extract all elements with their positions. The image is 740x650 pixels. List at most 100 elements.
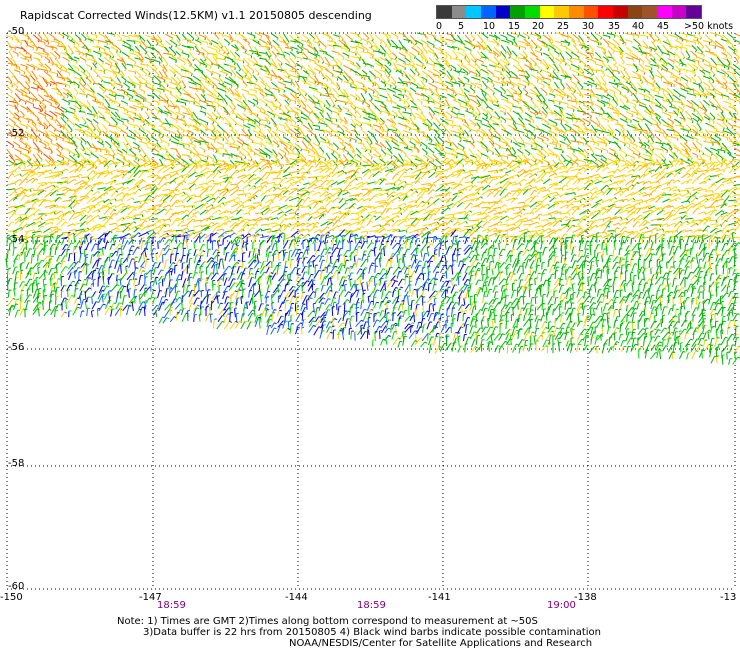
wind-barb: [228, 33, 234, 41]
wind-barb-tick: [337, 87, 341, 91]
wind-barb: [481, 68, 489, 74]
wind-barb: [703, 69, 711, 74]
wind-barb: [369, 146, 377, 149]
wind-barb: [18, 68, 26, 73]
wind-barb: [18, 80, 26, 89]
wind-barb-tick: [384, 84, 387, 88]
wind-barb: [230, 39, 238, 42]
wind-barb: [313, 57, 320, 61]
wind-barb-tick: [388, 45, 392, 48]
wind-barb: [254, 68, 260, 74]
wind-barb: [372, 124, 381, 128]
wind-barb-tick: [143, 91, 146, 95]
wind-barb-tick: [149, 60, 153, 64]
wind-barb: [25, 50, 32, 56]
wind-barb: [211, 39, 219, 45]
wind-barb: [181, 75, 192, 79]
wind-barb-tick: [513, 37, 516, 41]
wind-barb-tick: [125, 148, 129, 151]
wind-barb-tick: [726, 137, 729, 141]
wind-barb-tick: [404, 56, 406, 60]
wind-barb: [601, 117, 609, 121]
wind-barb: [579, 136, 588, 142]
wind-barb: [50, 62, 58, 66]
wind-barb-tick: [485, 113, 489, 116]
wind-barb-tick: [68, 102, 70, 106]
legend-swatch-17: [686, 6, 702, 18]
wind-barb: [601, 87, 609, 95]
wind-barb-tick: [600, 42, 602, 46]
wind-barb-tick: [228, 156, 231, 159]
wind-barb: [67, 118, 75, 126]
wind-barb-tick: [648, 97, 651, 101]
wind-barb: [62, 56, 70, 62]
wind-barb: [290, 40, 300, 43]
wind-barb-tick: [592, 142, 596, 146]
wind-barb: [229, 50, 237, 59]
wind-barb: [384, 82, 392, 86]
wind-barb: [306, 135, 312, 141]
wind-barb-tick: [74, 109, 76, 113]
wind-barb-tick: [678, 72, 681, 76]
wind-barb: [147, 94, 154, 97]
wind-barb: [283, 80, 292, 84]
wind-barb: [402, 81, 411, 84]
wind-barb: [543, 80, 551, 86]
wind-barb-tick: [568, 143, 571, 146]
wind-barb-tick: [148, 140, 151, 143]
wind-barb-tick: [547, 138, 549, 142]
wind-barb-tick: [29, 158, 32, 162]
wind-barb: [445, 86, 455, 92]
wind-barb: [555, 40, 563, 44]
wind-barb-tick: [359, 153, 362, 157]
wind-barb: [408, 93, 415, 101]
wind-barb: [66, 52, 73, 60]
wind-barb: [386, 112, 395, 117]
wind-barb: [31, 44, 38, 48]
wind-barb: [576, 68, 584, 75]
wind-barb-tick: [389, 58, 393, 62]
wind-barb: [147, 46, 155, 50]
wind-barb: [278, 45, 285, 54]
wind-barb: [151, 112, 157, 118]
wind-barb: [553, 63, 560, 72]
wind-barb: [144, 56, 151, 61]
legend-swatch-11: [598, 6, 614, 18]
wind-barb: [500, 81, 508, 84]
wind-barb-tick: [314, 50, 317, 53]
wind-barb: [49, 124, 56, 130]
wind-barb-tick: [102, 91, 105, 94]
wind-barb: [722, 34, 730, 42]
wind-barb: [446, 45, 455, 49]
wind-barb: [73, 87, 79, 94]
wind-barb-tick: [480, 100, 484, 104]
wind-barb: [78, 38, 86, 46]
wind-barb: [302, 34, 309, 40]
wind-barb: [367, 80, 376, 84]
wind-barb-tick: [84, 38, 87, 42]
wind-barb: [595, 93, 603, 97]
wind-barb-tick: [463, 50, 465, 54]
wind-barb: [643, 94, 651, 99]
wind-barb-tick: [174, 160, 177, 164]
legend-label-5: 25: [557, 21, 570, 32]
wind-barb: [518, 45, 526, 49]
wind-barb-tick: [513, 152, 517, 155]
wind-barb: [600, 75, 607, 84]
wind-barb: [444, 118, 453, 122]
wind-barb: [650, 40, 658, 50]
wind-barb: [505, 38, 514, 43]
wind-barb: [296, 87, 302, 95]
wind-barb: [231, 44, 237, 50]
wind-barb-tick: [287, 128, 291, 132]
wind-barb: [391, 110, 398, 116]
wind-barb-tick: [76, 92, 79, 95]
wind-barb-tick: [215, 150, 218, 154]
wind-barb-tick: [551, 90, 554, 93]
wind-barb: [12, 141, 21, 147]
wind-barb: [236, 62, 242, 70]
wind-barb-tick: [532, 120, 535, 124]
wind-barb: [523, 124, 529, 133]
wind-barb-tick: [472, 146, 476, 149]
wind-barb-tick: [171, 37, 174, 41]
